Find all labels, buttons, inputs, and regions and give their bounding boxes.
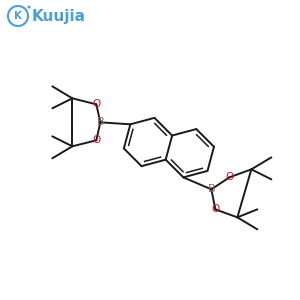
Circle shape xyxy=(28,5,31,8)
Text: O: O xyxy=(225,172,233,182)
Text: Kuujia: Kuujia xyxy=(32,8,86,23)
Text: O: O xyxy=(92,135,100,145)
Text: O: O xyxy=(92,99,100,109)
Text: O: O xyxy=(211,204,220,214)
Text: B: B xyxy=(97,117,104,127)
Text: K: K xyxy=(14,11,22,21)
Text: B: B xyxy=(208,184,215,194)
